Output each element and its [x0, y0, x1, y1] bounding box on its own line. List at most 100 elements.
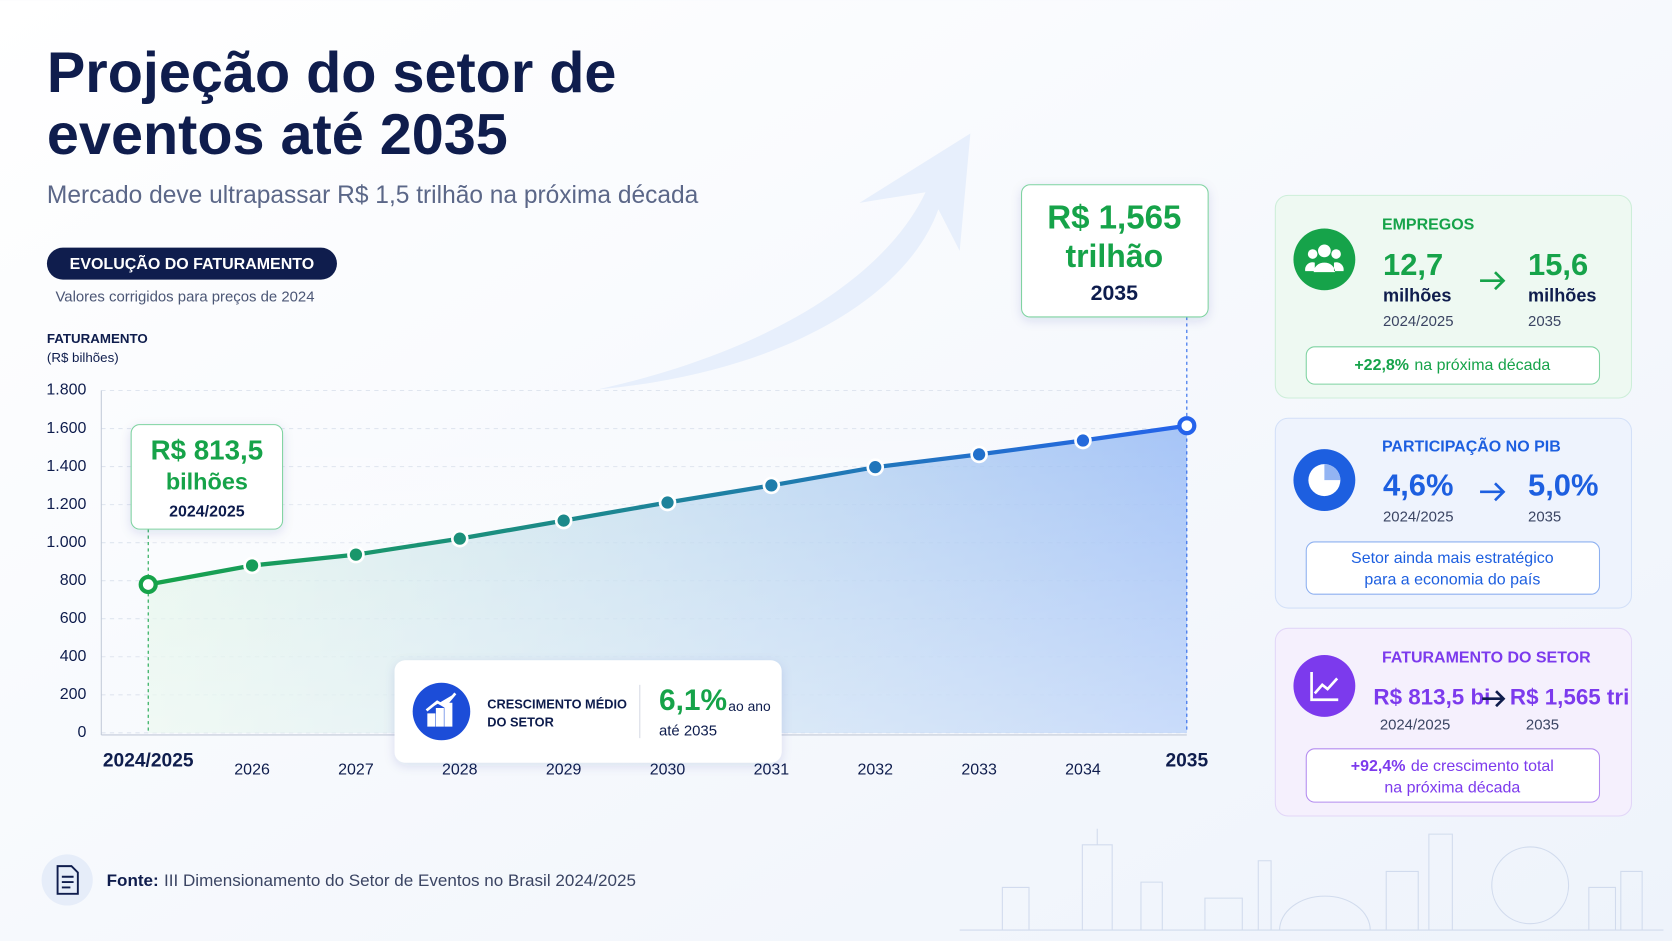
x-tick-label: 2028	[442, 761, 478, 778]
start-callout: R$ 813,5 bilhões 2024/2025	[130, 424, 284, 530]
decor-arrow	[597, 133, 971, 390]
x-tick-label: 2032	[857, 761, 893, 778]
footer-icon	[41, 854, 93, 906]
card-note: +92,4% de crescimento total	[1351, 758, 1554, 775]
card-from-year: 2024/2025	[1380, 716, 1450, 733]
growth-value: 6,1%	[659, 684, 727, 717]
x-tick-label: 2029	[546, 761, 582, 778]
growth-icon-glyph	[425, 692, 457, 727]
y-tick-label: 800	[60, 572, 87, 589]
badge	[46, 247, 337, 280]
footer-text: III Dimensionamento do Setor de Eventos …	[164, 871, 636, 890]
growth-bg	[394, 660, 782, 763]
point	[1074, 431, 1092, 450]
card-jobs: EMPREGOS 12,7 milhões 2024/2025 15,6 mil…	[1274, 194, 1633, 399]
card-icon-glyph	[1310, 672, 1339, 702]
point	[970, 445, 988, 464]
x-tick-label: 2026	[234, 761, 270, 778]
skyline	[959, 828, 1664, 931]
x-tick-label: 2034	[1065, 761, 1101, 778]
footer-label: Fonte:	[107, 871, 159, 890]
footer: Fonte: III Dimensionamento do Setor de Ev…	[107, 871, 636, 890]
y-tick-label: 0	[77, 724, 86, 741]
card-note-box	[1305, 346, 1601, 385]
card-note-highlight: +92,4%	[1351, 758, 1406, 775]
chart-note: Valores corrigidos para preços de 2024	[55, 289, 314, 306]
title: eventos até 2035	[47, 103, 508, 167]
growth-label: DO SETOR	[487, 715, 554, 730]
x-tick-label: 2027	[338, 761, 374, 778]
card-from-value: R$ 813,5 bi	[1373, 685, 1490, 710]
y-tick-label: 1.600	[46, 420, 86, 437]
point	[554, 511, 573, 530]
card-arrow	[1480, 271, 1506, 291]
card-note-text: na próxima década	[1414, 357, 1550, 374]
growth-until: até 2035	[659, 723, 717, 740]
card-from-unit: milhões	[1383, 285, 1451, 305]
card-note-box	[1305, 541, 1601, 595]
subtitle: Mercado deve ultrapassar R$ 1,5 trilhão …	[47, 182, 699, 209]
point	[658, 493, 677, 512]
card-from-value: 12,7	[1383, 247, 1443, 282]
y-axis-title: FATURAMENTO	[47, 331, 148, 346]
card-note-text: de crescimento total	[1411, 758, 1554, 775]
point	[138, 574, 158, 595]
card-from-value: 4,6%	[1383, 468, 1453, 503]
point	[866, 458, 885, 476]
y-tick-label: 1.000	[46, 534, 86, 551]
card-note: para a economia do país	[1364, 572, 1540, 589]
y-tick-label: 400	[60, 648, 87, 665]
point	[762, 476, 781, 495]
y-tick-label: 1.200	[46, 496, 86, 513]
growth-unit: ao ano	[728, 698, 771, 714]
card-to-unit: milhões	[1528, 285, 1596, 305]
y-tick-label: 600	[60, 610, 87, 627]
card-gdp: PARTICIPAÇÃO NO PIB 4,6% 2024/2025 5,0% …	[1274, 417, 1633, 609]
card-from-year: 2024/2025	[1383, 508, 1453, 525]
growth-label: CRESCIMENTO MÉDIO	[487, 696, 627, 711]
callout-value: R$ 813,5	[151, 435, 264, 466]
card-note-highlight: +22,8%	[1354, 357, 1409, 374]
x-tick-label: 2033	[961, 761, 997, 778]
card-note: Setor ainda mais estratégico	[1351, 550, 1554, 567]
card-arrow	[1482, 690, 1506, 708]
callout-value: R$ 1,565	[1047, 200, 1181, 237]
callout-box	[1021, 184, 1209, 318]
callout-year: 2024/2025	[169, 503, 245, 520]
card-note: +22,8% na próxima década	[1354, 357, 1550, 374]
point	[1177, 416, 1197, 436]
card-revenue: FATURAMENTO DO SETOR R$ 813,5 bi 2024/20…	[1274, 627, 1633, 817]
card-title: FATURAMENTO DO SETOR	[1382, 649, 1591, 666]
callout-box	[130, 424, 284, 530]
card-note: na próxima década	[1384, 779, 1520, 796]
card-to-year: 2035	[1528, 508, 1561, 525]
end-callout: R$ 1,565 trilhão 2035	[1021, 184, 1209, 318]
card-to-year: 2035	[1526, 716, 1559, 733]
growth-box: CRESCIMENTO MÉDIO DO SETOR 6,1% ao ano a…	[394, 660, 782, 763]
card-to-value: 5,0%	[1528, 468, 1598, 503]
point	[347, 545, 365, 564]
card-title: PARTICIPAÇÃO NO PIB	[1382, 435, 1561, 455]
callout-unit: bilhões	[166, 468, 248, 494]
footer-icon-glyph	[56, 865, 79, 895]
y-tick-label: 1.400	[46, 458, 86, 475]
callout-unit: trilhão	[1065, 238, 1163, 274]
card-to-year: 2035	[1528, 313, 1561, 330]
card-from-year: 2024/2025	[1383, 313, 1453, 330]
y-tick-label: 1.800	[46, 382, 86, 399]
callout-year: 2035	[1091, 281, 1139, 305]
x-tick-label: 2030	[650, 761, 686, 778]
x-tick-label: 2031	[754, 761, 790, 778]
point	[243, 556, 261, 575]
card-to-value: 15,6	[1528, 247, 1588, 282]
card-arrow	[1480, 482, 1506, 502]
badge-text: EVOLUÇÃO DO FATURAMENTO	[70, 253, 315, 273]
x-tick-label: 2024/2025	[103, 751, 194, 772]
card-icon-glyph	[1305, 244, 1344, 273]
y-axis-unit: (R$ bilhões)	[47, 350, 119, 365]
point	[451, 529, 469, 548]
card-to-value: R$ 1,565 tri	[1510, 685, 1629, 710]
x-tick-label: 2035	[1165, 751, 1208, 772]
